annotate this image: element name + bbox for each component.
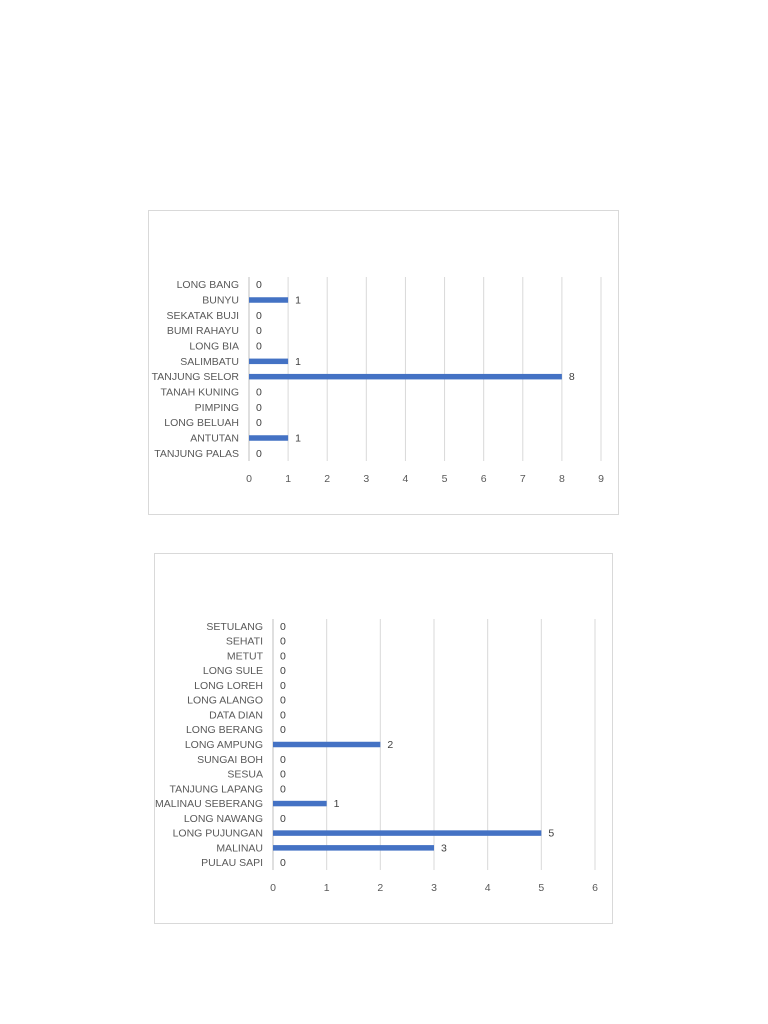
- chart-2-category-label: SETULANG: [206, 621, 263, 633]
- chart-1-x-tick-label: 7: [520, 473, 526, 485]
- chart-2-data-label: 0: [280, 621, 286, 633]
- chart-1-category-label: LONG BIA: [189, 341, 239, 353]
- chart-1-bar: [249, 373, 562, 380]
- chart-1-x-tick-label: 9: [598, 473, 604, 485]
- chart-1-category-label: BUNYU: [202, 295, 239, 307]
- chart-1-data-label: 0: [256, 341, 262, 353]
- chart-2-category-label: LONG LOREH: [194, 680, 263, 692]
- chart-2-bar: [273, 741, 381, 748]
- chart-2-category-label: LONG AMPUNG: [185, 739, 263, 751]
- chart-2-data-label: 5: [548, 828, 554, 840]
- chart-1-x-tick-label: 3: [363, 473, 369, 485]
- chart-1-data-label: 1: [295, 295, 301, 307]
- chart-2-category-label: METUT: [227, 650, 264, 662]
- chart-2-category-label: MALINAU: [216, 842, 263, 854]
- chart-1-x-tick-label: 2: [324, 473, 330, 485]
- chart-2-x-tick-label: 0: [270, 882, 276, 894]
- chart-2-category-label: PULAU SAPI: [201, 857, 263, 869]
- chart-1-data-label: 0: [256, 402, 262, 414]
- chart-1-x-tick-label: 5: [442, 473, 448, 485]
- chart-2-data-label: 0: [280, 769, 286, 781]
- chart-2-category-label: TANJUNG LAPANG: [169, 783, 263, 795]
- chart-2-x-tick-label: 3: [431, 882, 437, 894]
- chart-2-category-label: SUNGAI BOH: [197, 754, 263, 766]
- chart-1-data-label: 0: [256, 325, 262, 337]
- chart-1-category-label: TANJUNG PALAS: [154, 448, 239, 460]
- chart-2-data-label: 0: [280, 665, 286, 677]
- chart-2-bar: [273, 845, 434, 851]
- chart-1-data-label: 0: [256, 448, 262, 460]
- chart-1-bar: [249, 358, 289, 365]
- chart-1-data-label: 8: [569, 371, 575, 383]
- chart-1-x-tick-label: 4: [403, 473, 409, 485]
- chart-2-x-tick-label: 2: [377, 882, 383, 894]
- chart-1-x-tick-label: 0: [246, 473, 252, 485]
- chart-2-category-label: SESUA: [227, 769, 263, 781]
- chart-2-category-label: DATA DIAN: [209, 709, 263, 721]
- chart-2-data-label: 0: [280, 783, 286, 795]
- chart-2-x-tick-label: 1: [324, 882, 330, 894]
- chart-1-data-label: 1: [295, 433, 301, 445]
- chart-1-category-label: ANTUTAN: [190, 433, 239, 445]
- chart-2-bar: [273, 800, 327, 807]
- chart-1-x-tick-label: 1: [285, 473, 291, 485]
- chart-2-category-label: SEHATI: [226, 636, 263, 648]
- chart-2-bar: [273, 830, 542, 836]
- chart-2-data-label: 0: [280, 813, 286, 825]
- chart-2-x-tick-label: 5: [538, 882, 544, 894]
- chart-2-data-label: 0: [280, 650, 286, 662]
- chart-2-category-label: LONG BERANG: [186, 724, 263, 736]
- chart-1-data-label: 0: [256, 417, 262, 429]
- chart-2-category-label: LONG PUJUNGAN: [173, 828, 263, 840]
- chart-1-data-label: 0: [256, 387, 262, 399]
- chart-1-container: 0 1 2 3 4 5 6 7 8 9 LONG BANG 0 BUNYU 1 SEKATAK BUJI 0 B…: [148, 210, 619, 515]
- chart-1-category-label: PIMPING: [195, 402, 239, 414]
- chart-1-category-label: BUMI RAHAYU: [167, 325, 239, 337]
- chart-1-category-label: LONG BELUAH: [164, 417, 239, 429]
- chart-1-x-tick-label: 6: [481, 473, 487, 485]
- chart-2-data-label: 0: [280, 754, 286, 766]
- chart-1-data-label: 1: [295, 356, 301, 368]
- chart-1-data-label: 0: [256, 310, 262, 322]
- chart-2-data-label: 0: [280, 857, 286, 869]
- chart-1-bar: [249, 297, 289, 303]
- chart-2-data-label: 3: [441, 842, 447, 854]
- chart-2-category-label: LONG SULE: [203, 665, 263, 677]
- chart-2-data-label: 1: [334, 798, 340, 810]
- chart-1-category-label: SALIMBATU: [180, 356, 239, 368]
- chart-1-category-label: LONG BANG: [177, 279, 239, 291]
- chart-2-container: 0 1 2 3 4 5 6 SETULANG 0 SEHATI 0 METUT 0 LONG SULE 0 L…: [154, 553, 613, 924]
- chart-1-bar: [249, 435, 289, 441]
- chart-2-data-label: 2: [387, 739, 393, 751]
- chart-2-category-label: LONG ALANGO: [187, 695, 263, 707]
- chart-2-plot: 0 1 2 3 4 5 6 SETULANG 0 SEHATI 0 METUT 0 LONG SULE 0 L…: [155, 619, 598, 894]
- chart-2-x-tick-label: 4: [485, 882, 491, 894]
- chart-1-category-label: TANAH KUNING: [160, 387, 239, 399]
- chart-1-x-tick-label: 8: [559, 473, 565, 485]
- chart-2-data-label: 0: [280, 636, 286, 648]
- chart-2-data-label: 0: [280, 709, 286, 721]
- chart-2-data-label: 0: [280, 680, 286, 692]
- chart-2-x-tick-label: 6: [592, 882, 598, 894]
- chart-2-data-label: 0: [280, 724, 286, 736]
- chart-2-category-label: LONG NAWANG: [184, 813, 263, 825]
- chart-1-category-label: SEKATAK BUJI: [166, 310, 239, 322]
- chart-2-data-label: 0: [280, 695, 286, 707]
- chart-1-category-label: TANJUNG SELOR: [152, 371, 240, 383]
- chart-1-plot: 0 1 2 3 4 5 6 7 8 9 LONG BANG 0 BUNYU 1 SEKATAK BUJI 0 B…: [152, 277, 604, 485]
- chart-2-category-label: MALINAU SEBERANG: [155, 798, 263, 810]
- chart-1-data-label: 0: [256, 279, 262, 291]
